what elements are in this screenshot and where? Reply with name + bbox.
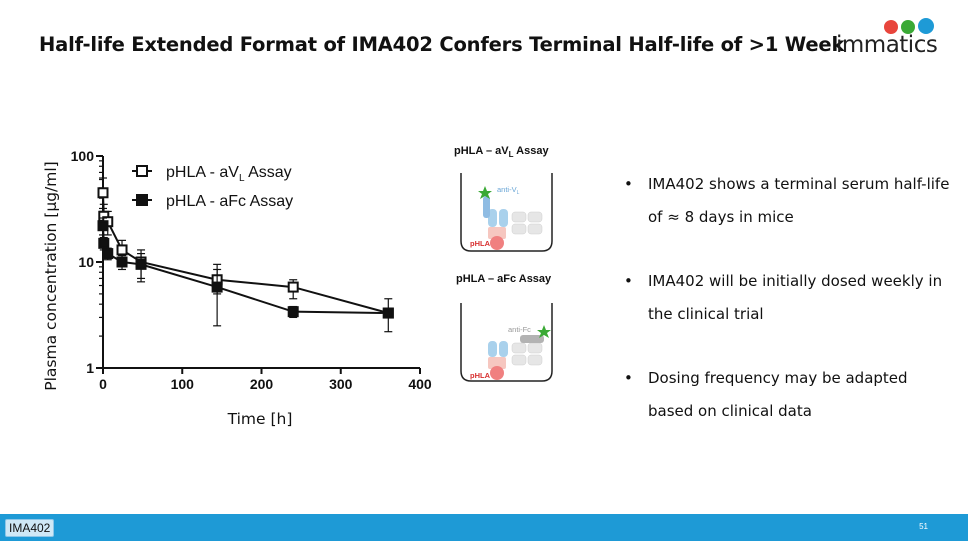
assay-avl-fc-block-4 <box>527 223 543 235</box>
legend-label-avl: pHLA - aVL Assay <box>166 164 292 184</box>
assay-avl-title-tail: Assay <box>513 145 549 157</box>
data-point-filled-square <box>97 220 109 232</box>
assay-avl-detection-sub: L <box>517 190 520 196</box>
legend-marker-filled-square <box>136 194 148 206</box>
assay-avl-antibody-chain-a <box>488 209 497 227</box>
assay-avl-title-sub: L <box>508 150 514 160</box>
plot-area: 1 10 100 0 100 200 300 400 <box>71 148 432 392</box>
page-number: 51 <box>919 522 928 531</box>
legend-marker-open-square <box>136 165 148 177</box>
assay-afc: pHLA – aFc Assay anti-Fc pHLA <box>452 271 567 386</box>
footer-bar: IMA402 51 <box>0 514 968 541</box>
data-point-open-square <box>287 281 299 293</box>
assay-avl-antibody-chain-b <box>499 209 508 227</box>
data-point-filled-square <box>102 248 114 260</box>
assay-avl: pHLA – aVL Assay anti-VL pHLA <box>452 143 567 255</box>
bullet-item: IMA402 will be initially dosed weekly in… <box>624 265 954 330</box>
assay-avl-target-label: pHLA <box>470 239 491 248</box>
legend-label-avl-tail: Assay <box>245 164 292 181</box>
logo-dot-blue <box>918 18 934 34</box>
legend-label-avl-sub: L <box>239 173 245 184</box>
assay-afc-diagram: anti-Fc pHLA <box>460 303 553 382</box>
assay-avl-detection-label: anti-VL <box>497 185 520 196</box>
assay-avl-fc-block-1 <box>511 211 527 223</box>
data-point-filled-square <box>116 256 128 268</box>
y-tick-label: 1 <box>86 360 94 376</box>
series-line-0 <box>102 192 389 315</box>
x-tick-label: 400 <box>408 376 432 392</box>
assay-afc-fc-block-4 <box>527 354 543 366</box>
assay-avl-well <box>460 173 553 252</box>
data-point-filled-square <box>135 258 147 270</box>
assay-avl-star-icon <box>478 186 492 199</box>
x-tick-label: 200 <box>250 376 274 392</box>
chart-legend: pHLA - aVL Assay pHLA - aFc Assay <box>132 164 293 210</box>
slide-title: Half-life Extended Format of IMA402 Conf… <box>39 33 845 56</box>
assay-avl-title: pHLA – aVL Assay <box>454 145 549 159</box>
x-axis-title: Time [h] <box>227 410 293 428</box>
logo-dot-green <box>901 20 915 34</box>
assay-afc-pmhc <box>488 357 506 369</box>
y-tick-label: 10 <box>78 254 94 270</box>
key-points-list: IMA402 shows a terminal serum half-life … <box>624 168 954 459</box>
bullet-item: IMA402 shows a terminal serum half-life … <box>624 168 954 233</box>
assay-afc-star-icon <box>537 325 551 338</box>
data-point-filled-square <box>382 307 394 319</box>
data-point-filled-square <box>98 237 110 249</box>
assay-avl-title-main: pHLA – aV <box>454 145 509 157</box>
assay-avl-fc-block-2 <box>527 211 543 223</box>
assay-afc-antibody-chain-b <box>499 341 508 357</box>
x-tick-label: 300 <box>329 376 353 392</box>
assay-avl-fc-block-3 <box>511 223 527 235</box>
assay-afc-well <box>460 303 553 382</box>
assay-afc-antibody-chain-a <box>488 341 497 357</box>
data-point-open-square <box>116 244 128 256</box>
logo-dot-red <box>884 20 898 34</box>
data-point-filled-square <box>287 306 299 318</box>
y-tick-label: 100 <box>71 148 95 164</box>
data-point-open-square <box>97 187 109 199</box>
footer-tag: IMA402 <box>5 519 55 537</box>
assay-afc-peptide <box>490 366 504 380</box>
x-tick-label: 0 <box>99 376 107 392</box>
assay-avl-pmhc <box>488 227 506 239</box>
bullet-item: Dosing frequency may be adapted based on… <box>624 362 954 427</box>
legend-label-afc: pHLA - aFc Assay <box>166 193 293 210</box>
assay-avl-detection-antibody <box>483 196 490 218</box>
assay-afc-target-label: pHLA <box>470 371 491 380</box>
assay-afc-fc-block-3 <box>511 354 527 366</box>
assay-afc-detection-antibody <box>520 335 544 343</box>
half-life-chart: 1 10 100 0 100 200 300 400 Plasma concentration… <box>42 148 432 428</box>
y-axis-title: Plasma concentration [µg/ml] <box>42 161 60 390</box>
data-point-filled-square <box>211 281 223 293</box>
assay-afc-fc-block-2 <box>527 342 543 354</box>
x-tick-label: 100 <box>171 376 195 392</box>
immatics-logo: immatics <box>830 14 942 64</box>
assay-afc-title: pHLA – aFc Assay <box>456 273 552 285</box>
assay-afc-fc-block-1 <box>511 342 527 354</box>
logo-text: immatics <box>836 32 938 58</box>
assay-avl-peptide <box>490 236 504 250</box>
assay-avl-detection-main: anti-V <box>497 185 517 194</box>
assay-afc-detection-label: anti-Fc <box>508 325 531 334</box>
assay-avl-diagram: anti-VL pHLA <box>460 173 553 252</box>
legend-label-avl-main: pHLA - aV <box>166 164 239 181</box>
